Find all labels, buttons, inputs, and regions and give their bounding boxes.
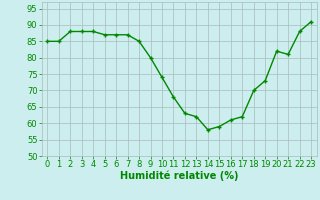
X-axis label: Humidité relative (%): Humidité relative (%) <box>120 171 238 181</box>
